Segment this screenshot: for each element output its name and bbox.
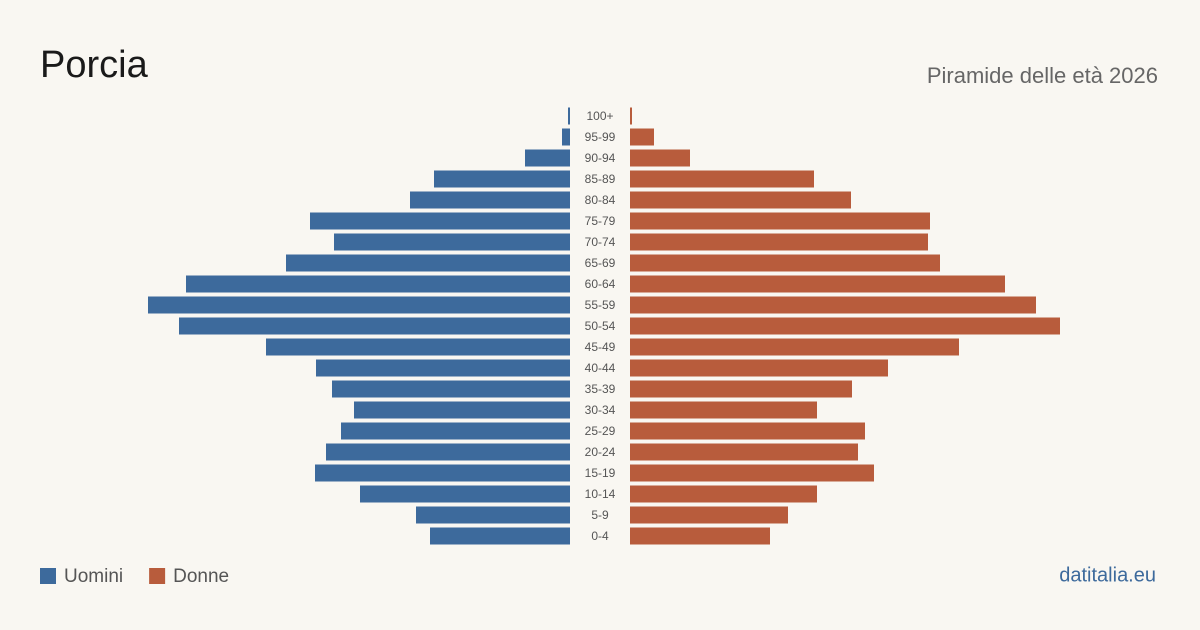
bar <box>410 191 570 209</box>
bar <box>430 527 570 545</box>
bar <box>332 380 570 398</box>
bar <box>416 506 570 524</box>
legend-label: Uomini <box>64 566 123 587</box>
bar <box>630 254 940 272</box>
bar <box>360 485 570 503</box>
age-label: 15-19 <box>585 466 616 480</box>
age-label: 45-49 <box>585 340 616 354</box>
bar <box>326 443 570 461</box>
bar <box>630 464 874 482</box>
legend-swatch <box>149 568 166 584</box>
age-label: 75-79 <box>585 214 616 228</box>
age-label: 85-89 <box>585 172 616 186</box>
bar <box>630 191 851 209</box>
bar <box>341 422 570 440</box>
bar <box>630 485 817 503</box>
legend-swatch <box>40 568 56 584</box>
bar <box>630 338 959 356</box>
age-label: 90-94 <box>585 151 616 165</box>
bar <box>630 401 817 419</box>
age-label: 35-39 <box>585 382 616 396</box>
bar <box>310 212 570 230</box>
bar <box>630 170 814 188</box>
bar <box>315 464 570 482</box>
bar <box>286 254 570 272</box>
bar <box>562 128 570 146</box>
bar <box>434 170 570 188</box>
age-label: 30-34 <box>585 403 616 417</box>
source[interactable]: datitalia.eu <box>1059 564 1156 586</box>
age-label: 55-59 <box>585 298 616 312</box>
age-label: 50-54 <box>585 319 616 333</box>
chart-title: Porcia <box>40 44 149 86</box>
age-label: 95-99 <box>585 130 616 144</box>
bar <box>266 338 570 356</box>
age-label: 80-84 <box>585 193 616 207</box>
age-label: 40-44 <box>585 361 616 375</box>
bar <box>630 296 1036 314</box>
age-label: 100+ <box>586 109 613 123</box>
age-label: 20-24 <box>585 445 616 459</box>
age-label: 0-4 <box>591 529 609 543</box>
bar <box>630 149 690 167</box>
bar <box>148 296 570 314</box>
bar <box>354 401 570 419</box>
age-label: 10-14 <box>585 487 616 501</box>
bar <box>186 275 570 293</box>
bar <box>630 275 1005 293</box>
bar <box>525 149 570 167</box>
bar <box>316 359 570 377</box>
bar <box>630 233 928 251</box>
bar <box>568 107 570 125</box>
bar <box>630 422 865 440</box>
bar <box>630 443 858 461</box>
age-label: 60-64 <box>585 277 616 291</box>
legend-label: Donne <box>173 566 229 587</box>
bar <box>630 359 888 377</box>
chart-subtitle: Piramide delle età 2026 <box>927 63 1158 88</box>
bar <box>334 233 570 251</box>
bar <box>179 317 570 335</box>
age-label: 5-9 <box>591 508 609 522</box>
bar <box>630 380 852 398</box>
age-label: 65-69 <box>585 256 616 270</box>
bar <box>630 212 930 230</box>
age-label: 25-29 <box>585 424 616 438</box>
bar <box>630 506 788 524</box>
bar <box>630 128 654 146</box>
bar <box>630 527 770 545</box>
bar <box>630 317 1060 335</box>
bar <box>630 107 632 125</box>
age-label: 70-74 <box>585 235 616 249</box>
